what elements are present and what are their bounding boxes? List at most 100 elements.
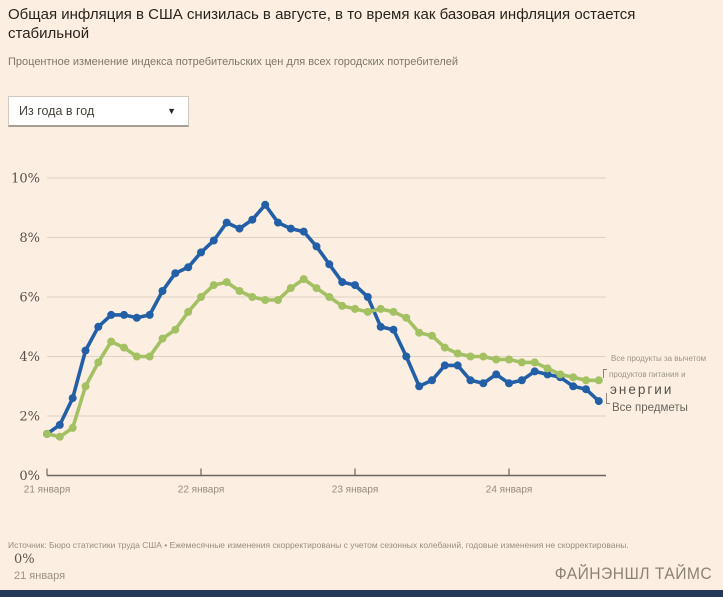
series-line xyxy=(45,277,601,439)
data-point xyxy=(235,287,244,295)
x-tick-label: 21 января xyxy=(24,485,70,496)
data-point xyxy=(145,310,154,319)
data-point xyxy=(453,361,462,370)
data-point xyxy=(222,278,231,287)
data-point xyxy=(543,364,552,373)
chevron-down-icon: ▼ xyxy=(167,106,176,116)
all-items-series-label: Все предметы xyxy=(612,402,688,414)
data-point xyxy=(338,278,347,287)
data-point xyxy=(466,352,475,361)
data-point xyxy=(325,260,334,269)
data-point xyxy=(248,215,257,224)
data-point xyxy=(363,307,372,316)
data-point xyxy=(453,349,462,358)
data-point xyxy=(402,313,411,322)
timeframe-dropdown-value: Из года в год xyxy=(19,104,95,118)
data-point xyxy=(197,293,205,301)
page-title: Общая инфляция в США снизилась в августе… xyxy=(8,6,636,42)
series-line xyxy=(45,203,601,436)
data-point xyxy=(107,310,116,319)
x-tick-label: 23 января xyxy=(332,485,378,496)
data-point xyxy=(351,304,359,313)
data-point xyxy=(376,304,385,313)
data-point xyxy=(81,346,90,355)
data-point xyxy=(479,352,488,361)
data-point xyxy=(158,334,167,343)
data-point xyxy=(55,420,64,429)
data-point xyxy=(312,284,321,293)
data-point xyxy=(184,307,193,316)
y-tick-label: 0% xyxy=(19,469,40,484)
y-tick-label: 8% xyxy=(19,231,40,246)
data-point xyxy=(261,296,270,304)
data-point xyxy=(222,218,231,227)
data-point xyxy=(530,367,539,376)
core-series-label-line3: энергии xyxy=(610,382,674,397)
data-point xyxy=(132,313,141,322)
data-point xyxy=(415,382,424,391)
data-point xyxy=(389,325,398,334)
data-point xyxy=(517,358,526,367)
data-point xyxy=(389,307,398,316)
data-point xyxy=(171,269,180,278)
chart-subtitle: Процентное изменение индекса потребитель… xyxy=(8,56,459,68)
data-point xyxy=(351,281,359,290)
data-point xyxy=(68,423,77,432)
y-tick-label: 10% xyxy=(11,172,40,187)
data-point xyxy=(235,224,244,233)
data-point xyxy=(81,382,90,391)
x-tick-label: 22 января xyxy=(178,485,224,496)
y-tick-label: 4% xyxy=(19,350,40,365)
data-point xyxy=(402,352,411,361)
data-point xyxy=(286,284,295,293)
data-point xyxy=(492,370,501,379)
data-point xyxy=(543,370,552,379)
data-point xyxy=(338,301,347,310)
data-point xyxy=(505,379,513,388)
data-point xyxy=(479,379,488,388)
data-point xyxy=(325,293,334,301)
data-point xyxy=(197,248,205,257)
data-point xyxy=(312,242,321,251)
data-point xyxy=(94,358,103,367)
data-point xyxy=(55,432,64,441)
data-point xyxy=(428,376,436,385)
data-point xyxy=(158,287,167,295)
data-point xyxy=(274,296,282,304)
data-point xyxy=(594,397,603,406)
data-point xyxy=(209,281,218,290)
data-point xyxy=(120,343,128,352)
data-point xyxy=(184,263,193,272)
data-point xyxy=(299,227,308,236)
data-point xyxy=(286,224,295,233)
stray-axis-label-zero: 0% xyxy=(14,552,35,567)
data-point xyxy=(120,310,128,319)
core-series-label-line2: продуктов питания и xyxy=(609,370,686,379)
data-point xyxy=(132,352,141,361)
data-point xyxy=(582,385,590,394)
data-point xyxy=(505,355,513,364)
data-point xyxy=(248,293,257,301)
inflation-line-chart: 10% 8% 6% 4% 2% 0%21 января 22 января 23 января… xyxy=(11,172,606,496)
stray-axis-label-date: 21 января xyxy=(14,570,66,582)
x-tick-label: 24 января xyxy=(486,485,532,496)
data-point xyxy=(415,328,424,337)
y-tick-label: 2% xyxy=(19,410,40,425)
all-items-leader-line xyxy=(606,393,610,404)
data-point xyxy=(517,376,526,385)
bottom-bar xyxy=(0,590,723,597)
data-point xyxy=(530,358,539,367)
y-tick-label: 6% xyxy=(19,291,40,306)
core-series-label-line1: Все продукты за вычетом xyxy=(611,354,707,363)
data-point xyxy=(94,322,103,331)
data-point xyxy=(582,376,590,385)
core-series-leader-line xyxy=(603,369,607,378)
timeframe-dropdown[interactable]: Из года в год ▼ xyxy=(8,96,189,127)
data-point xyxy=(171,325,180,334)
data-point xyxy=(68,394,77,403)
data-point xyxy=(569,373,578,382)
data-point xyxy=(145,352,154,361)
data-point xyxy=(43,429,51,438)
data-point xyxy=(492,355,501,364)
